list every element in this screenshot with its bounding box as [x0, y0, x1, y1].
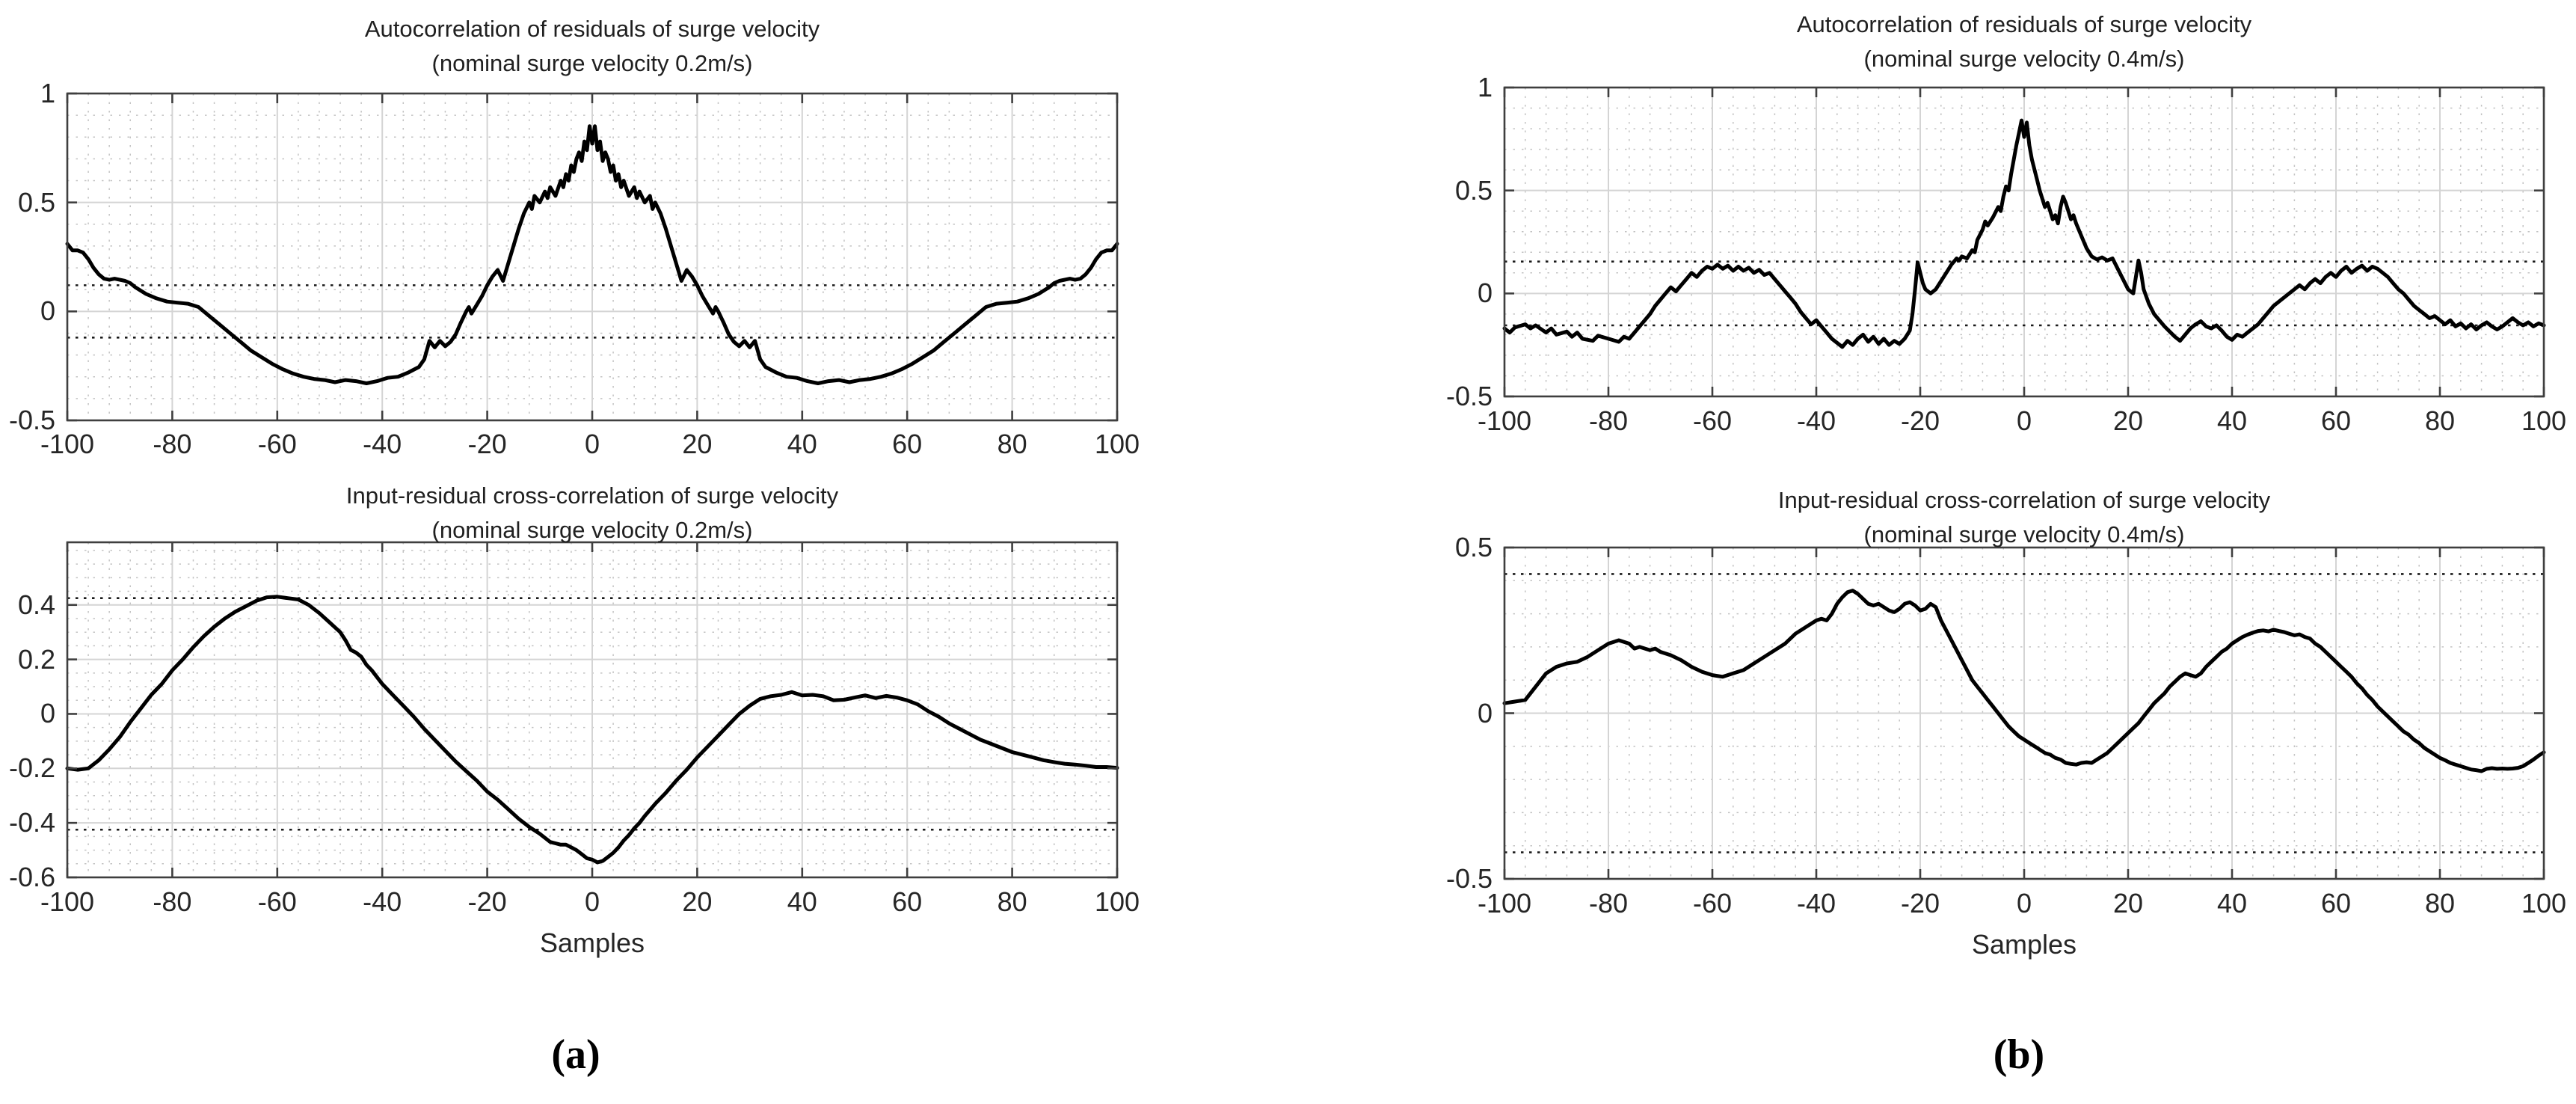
xlabel-samples-right: Samples	[1971, 929, 2077, 960]
x-tick-label: -40	[1796, 405, 1836, 436]
x-tick-label: -60	[1692, 888, 1733, 919]
y-tick-label: -0.5	[1445, 863, 1493, 894]
x-tick-label: 60	[2320, 405, 2352, 436]
x-tick-label: -40	[363, 429, 402, 459]
subtitle-line: (nominal surge velocity 0.2m/s)	[431, 517, 753, 543]
subtitle-line: (nominal surge velocity 0.4m/s)	[1863, 46, 2185, 72]
title-xcorr-02: Input-residual cross-correlation of surg…	[67, 479, 1117, 548]
x-tick-label: 0	[2016, 405, 2032, 436]
x-tick-label: -20	[467, 886, 507, 917]
y-tick-label: -0.2	[8, 752, 55, 784]
x-tick-label: 100	[1094, 886, 1140, 917]
x-tick-label: -20	[1900, 888, 1940, 919]
title-autocorr-04: Autocorrelation of residuals of surge ve…	[1504, 7, 2544, 76]
x-tick-label: 60	[892, 429, 923, 459]
caption-b: (b)	[1993, 1031, 2045, 1078]
subtitle-line: (nominal surge velocity 0.4m/s)	[1863, 521, 2185, 548]
y-tick-label: 0.5	[17, 186, 55, 218]
y-tick-label: 0	[40, 295, 55, 327]
title-line: Input-residual cross-correlation of surg…	[1777, 487, 2271, 513]
data-curve-xcorr-02	[65, 595, 1119, 865]
x-tick-label: 60	[892, 886, 923, 917]
y-tick-label: 0.2	[17, 643, 55, 675]
y-tick-label: -0.6	[8, 862, 55, 892]
x-tick-label: 0	[584, 429, 600, 459]
y-tick-label: 0.5	[1454, 174, 1493, 206]
x-tick-label: 20	[2112, 888, 2144, 919]
x-tick-label: 40	[2216, 405, 2248, 436]
y-tick-label: 1	[1477, 72, 1493, 102]
x-tick-label: -100	[1477, 405, 1532, 436]
x-tick-label: 60	[2320, 888, 2352, 919]
x-tick-label: -80	[153, 886, 192, 917]
x-tick-label: -60	[257, 886, 297, 917]
x-tick-label: 80	[997, 886, 1027, 917]
x-tick-label: -40	[363, 886, 402, 917]
x-tick-label: -60	[257, 429, 297, 459]
x-tick-label: -100	[1477, 888, 1532, 919]
plot-xcorr-02	[65, 541, 1119, 879]
subtitle-line: (nominal surge velocity 0.2m/s)	[431, 50, 753, 76]
y-tick-label: 0	[1477, 277, 1493, 309]
x-tick-label: -60	[1692, 405, 1733, 436]
y-tick-label: -0.5	[1445, 381, 1493, 411]
y-tick-label: 0	[40, 698, 55, 729]
y-tick-label: 0	[1477, 697, 1493, 729]
x-tick-label: -100	[40, 886, 95, 917]
plot-xcorr-04	[1502, 546, 2546, 880]
x-tick-label: 20	[682, 429, 713, 459]
title-xcorr-04: Input-residual cross-correlation of surg…	[1504, 483, 2544, 552]
x-tick-label: -40	[1796, 888, 1836, 919]
y-tick-label: 1	[40, 78, 55, 108]
title-line: Input-residual cross-correlation of surg…	[345, 482, 839, 509]
x-tick-label: 80	[2424, 888, 2456, 919]
x-tick-label: -80	[1588, 888, 1629, 919]
x-tick-label: -20	[467, 429, 507, 459]
data-curve-autocorr-02	[65, 124, 1119, 385]
x-tick-label: 40	[2216, 888, 2248, 919]
x-tick-label: -100	[40, 429, 95, 459]
y-tick-label: -0.5	[8, 405, 55, 435]
data-curve-autocorr-04	[1502, 118, 2546, 349]
title-autocorr-02: Autocorrelation of residuals of surge ve…	[67, 12, 1117, 81]
x-tick-label: 0	[584, 886, 600, 917]
x-tick-label: -80	[153, 429, 192, 459]
x-tick-label: -20	[1900, 405, 1940, 436]
x-tick-label: 100	[1094, 429, 1140, 459]
title-line: Autocorrelation of residuals of surge ve…	[364, 16, 820, 42]
y-tick-label: -0.4	[8, 807, 55, 838]
title-line: Autocorrelation of residuals of surge ve…	[1796, 11, 2252, 37]
x-tick-label: 100	[2521, 405, 2567, 436]
x-tick-label: 80	[2424, 405, 2456, 436]
x-tick-label: 0	[2016, 888, 2032, 919]
x-tick-label: 40	[787, 886, 817, 917]
plot-autocorr-04	[1502, 86, 2546, 398]
xlabel-samples-left: Samples	[539, 927, 645, 958]
x-tick-label: 20	[2112, 405, 2144, 436]
plot-autocorr-02	[65, 92, 1119, 422]
y-tick-label: 0.4	[17, 589, 55, 620]
x-tick-label: 40	[787, 429, 817, 459]
x-tick-label: 100	[2521, 888, 2567, 919]
data-curve-xcorr-04	[1502, 589, 2546, 773]
caption-a: (a)	[551, 1031, 600, 1078]
x-tick-label: 20	[682, 886, 713, 917]
x-tick-label: 80	[997, 429, 1027, 459]
x-tick-label: -80	[1588, 405, 1629, 436]
y-tick-label: 0.5	[1454, 532, 1493, 562]
